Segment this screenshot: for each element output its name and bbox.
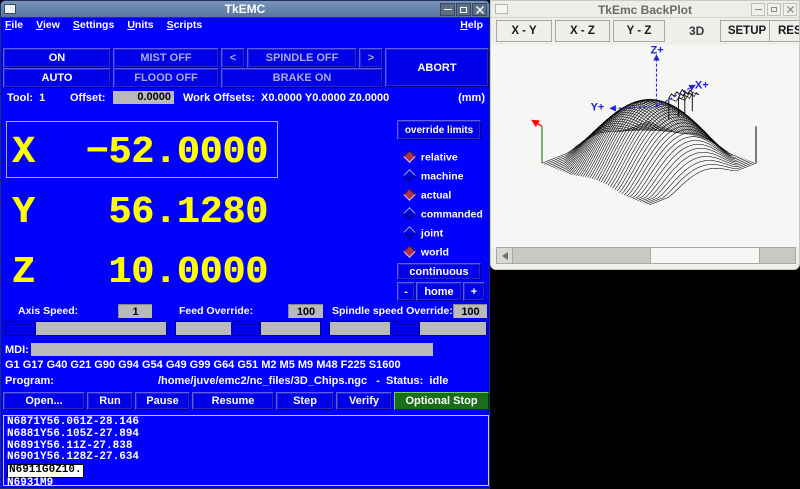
svg-text:X+: X+ (695, 79, 709, 91)
svg-text:Y+: Y+ (591, 101, 605, 113)
svg-text:Z+: Z+ (651, 45, 664, 56)
